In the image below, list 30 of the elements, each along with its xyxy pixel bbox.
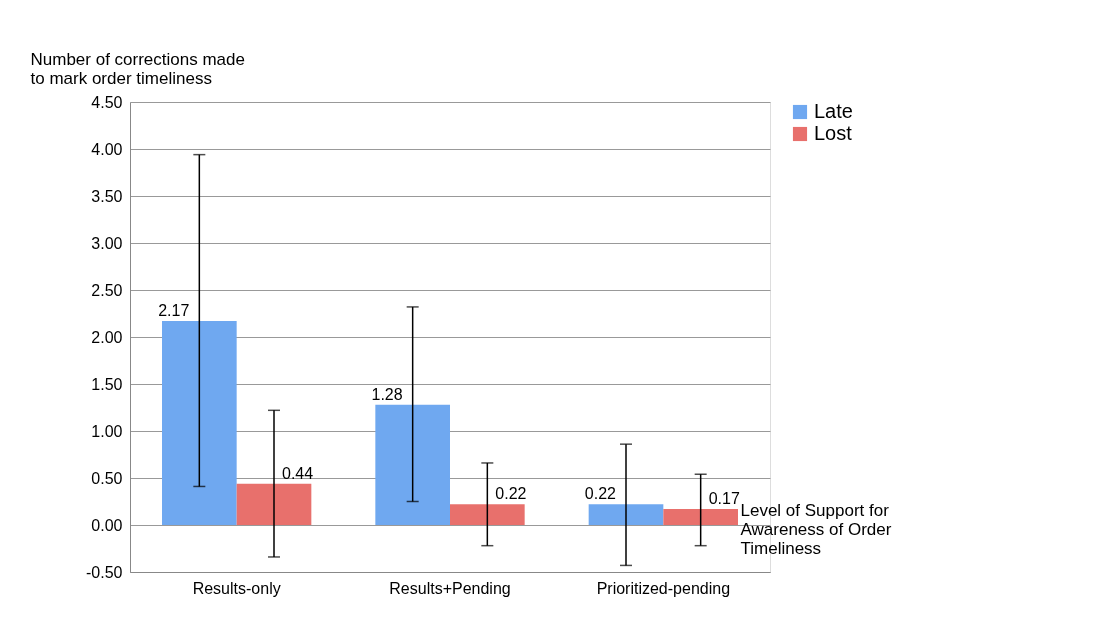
x-tick-label: Results+Pending xyxy=(389,579,511,597)
y-tick-label: 3.00 xyxy=(91,234,123,252)
y-tick-label: 4.00 xyxy=(91,140,123,158)
y-tick-label: 0.50 xyxy=(91,469,123,487)
x-tick-label: Results-only xyxy=(192,579,281,597)
y-tick-label: 2.50 xyxy=(91,281,123,299)
x-axis-title: Level of Support for Awareness of Order Timeliness xyxy=(740,500,892,558)
data-label: 2.17 xyxy=(158,302,190,320)
y-axis-title: Number of corrections made to mark order timeliness xyxy=(30,49,245,88)
bar xyxy=(162,321,237,525)
bar xyxy=(663,509,738,525)
data-label: 0.44 xyxy=(282,464,314,482)
data-label: 0.17 xyxy=(708,490,740,508)
data-label: 0.22 xyxy=(495,485,527,503)
y-tick-label: -0.50 xyxy=(86,563,123,581)
x-tick-label: Prioritized-pending xyxy=(596,579,731,597)
y-tick-label: 2.00 xyxy=(91,328,123,346)
y-tick-label: 1.00 xyxy=(91,422,123,440)
bar xyxy=(236,483,312,525)
y-tick-label: 1.50 xyxy=(91,375,123,393)
legend-label: Late xyxy=(814,100,853,122)
bar xyxy=(375,404,450,525)
legend-label: Lost xyxy=(814,122,853,144)
y-tick-label: 3.50 xyxy=(91,187,123,205)
bar xyxy=(450,504,525,525)
bar xyxy=(588,504,664,525)
y-tick-label: 0.00 xyxy=(91,516,123,534)
data-label: 1.28 xyxy=(371,385,403,403)
y-tick-label: 4.50 xyxy=(91,93,123,111)
data-label: 0.22 xyxy=(584,485,617,503)
